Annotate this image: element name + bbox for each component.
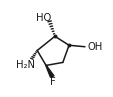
Polygon shape bbox=[45, 65, 54, 77]
Text: F: F bbox=[50, 77, 55, 87]
Text: HO: HO bbox=[35, 13, 51, 23]
Text: H₂N: H₂N bbox=[16, 60, 35, 70]
Text: OH: OH bbox=[87, 42, 102, 52]
